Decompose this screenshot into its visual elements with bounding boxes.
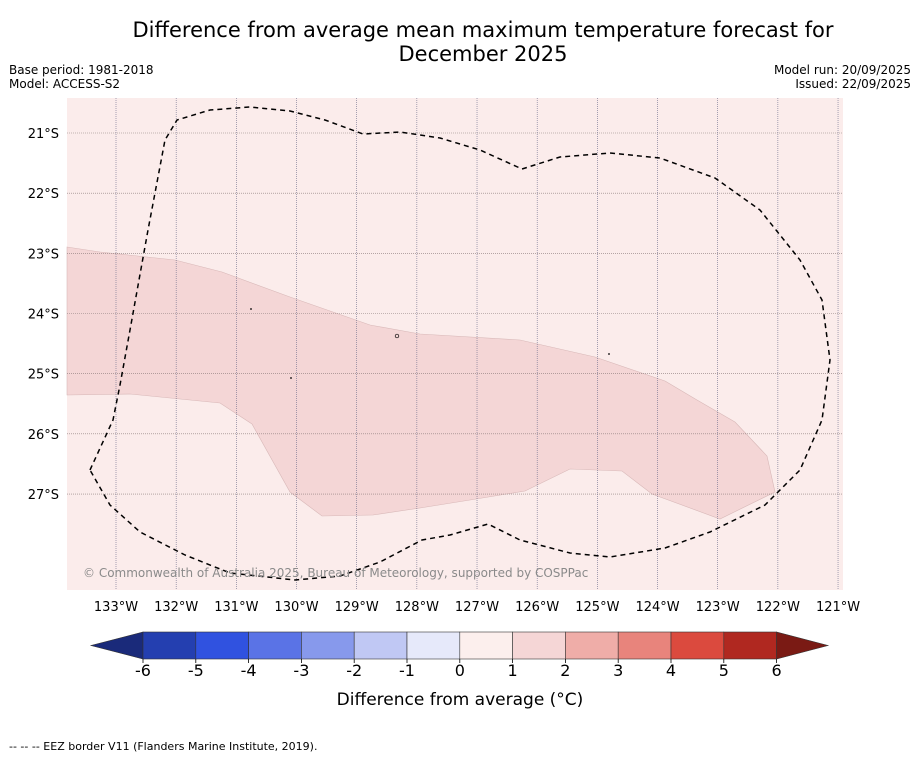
copyright-notice: © Commonwealth of Australia 2025, Bureau…: [83, 566, 588, 580]
colorbar-tick-label: 6: [772, 661, 782, 680]
colorbar-cell: [459, 631, 513, 660]
latitude-label: 21°S: [28, 127, 59, 142]
island-marker: [290, 377, 292, 379]
colorbar-tick-label: -3: [293, 661, 309, 680]
longitude-label: 121°W: [816, 600, 860, 615]
colorbar-cells: [142, 631, 777, 660]
latitude-label: 26°S: [28, 428, 59, 443]
island-marker: [394, 333, 400, 339]
longitude-label: 128°W: [395, 600, 439, 615]
longitude-label: 133°W: [94, 600, 138, 615]
longitude-label: 132°W: [154, 600, 198, 615]
chart-title: Difference from average mean maximum tem…: [60, 18, 906, 66]
colorbar-tick-label: 5: [719, 661, 729, 680]
colorbar-cell: [617, 631, 672, 660]
longitude-label: 130°W: [274, 600, 318, 615]
longitude-label: 122°W: [756, 600, 800, 615]
colorbar-tick-label: -6: [135, 661, 151, 680]
colorbar-tick-label: -4: [241, 661, 257, 680]
longitude-label: 123°W: [696, 600, 740, 615]
island-marker: [608, 353, 610, 355]
model-name: Model: ACCESS-S2: [9, 77, 121, 91]
colorbar: -6 -5 -4 -3 -2 -1 0 1 2 3 4 5 6 Difference from aver…: [89, 631, 830, 710]
latitude-label: 23°S: [28, 247, 59, 262]
latitude-label: 24°S: [28, 308, 59, 323]
colorbar-label: Difference from average (°C): [337, 690, 584, 710]
island-marker: [250, 308, 252, 310]
model-run: Model run: 20/09/2025: [773, 63, 911, 77]
colorbar-tick-label: -2: [346, 661, 362, 680]
colorbar-tick-label: -5: [188, 661, 204, 680]
latitude-labels: 21°S 22°S 23°S 24°S 25°S 26°S 27°S: [28, 127, 59, 503]
forecast-map: © Commonwealth of Australia 2025, Bureau…: [28, 98, 860, 615]
latitude-label: 22°S: [28, 187, 59, 202]
longitude-label: 131°W: [214, 600, 258, 615]
colorbar-over-extend: [776, 631, 830, 660]
colorbar-tick-labels: -6 -5 -4 -3 -2 -1 0 1 2 3 4 5 6: [135, 659, 782, 680]
latitude-label: 25°S: [28, 368, 59, 383]
colorbar-tick-label: 2: [560, 661, 570, 680]
longitude-label: 127°W: [455, 600, 499, 615]
colorbar-tick-label: 4: [666, 661, 676, 680]
colorbar-tick-label: 3: [613, 661, 623, 680]
base-period: Base period: 1981-2018: [9, 63, 154, 77]
longitude-gridlines: [115, 98, 839, 590]
colorbar-cell: [670, 631, 725, 660]
issued-date: Issued: 22/09/2025: [795, 77, 911, 91]
longitude-label: 129°W: [335, 600, 379, 615]
colorbar-cell: [406, 631, 461, 660]
small-feature-markers: [250, 308, 610, 379]
colorbar-cell: [565, 631, 619, 660]
colorbar-cell: [248, 631, 302, 660]
eez-border: [89, 106, 831, 581]
eez-legend: -- -- -- EEZ border V11 (Flanders Marine…: [9, 740, 318, 753]
colorbar-tick-label: 1: [508, 661, 518, 680]
colorbar-tick-label: 0: [455, 661, 465, 680]
longitude-label: 126°W: [515, 600, 559, 615]
title-line-2: December 2025: [398, 42, 568, 66]
title-line-1: Difference from average mean maximum tem…: [132, 18, 834, 42]
longitude-label: 125°W: [575, 600, 619, 615]
colorbar-cell: [301, 631, 355, 660]
meta-right: Model run: 20/09/2025 Issued: 22/09/2025: [774, 63, 911, 91]
colorbar-cell: [142, 631, 197, 660]
longitude-labels: 133°W 132°W 131°W 130°W 129°W 128°W 127°W 126°W…: [94, 600, 860, 615]
colorbar-tick-label: -1: [399, 661, 415, 680]
latitude-gridlines: [67, 132, 843, 495]
colorbar-cell: [512, 631, 566, 660]
colorbar-under-extend: [89, 631, 144, 660]
meta-left: Base period: 1981-2018 Model: ACCESS-S2: [9, 63, 154, 91]
colorbar-cell: [723, 631, 777, 660]
longitude-label: 124°W: [635, 600, 679, 615]
colorbar-cell: [353, 631, 408, 660]
colorbar-cell: [195, 631, 249, 660]
latitude-label: 27°S: [28, 488, 59, 503]
